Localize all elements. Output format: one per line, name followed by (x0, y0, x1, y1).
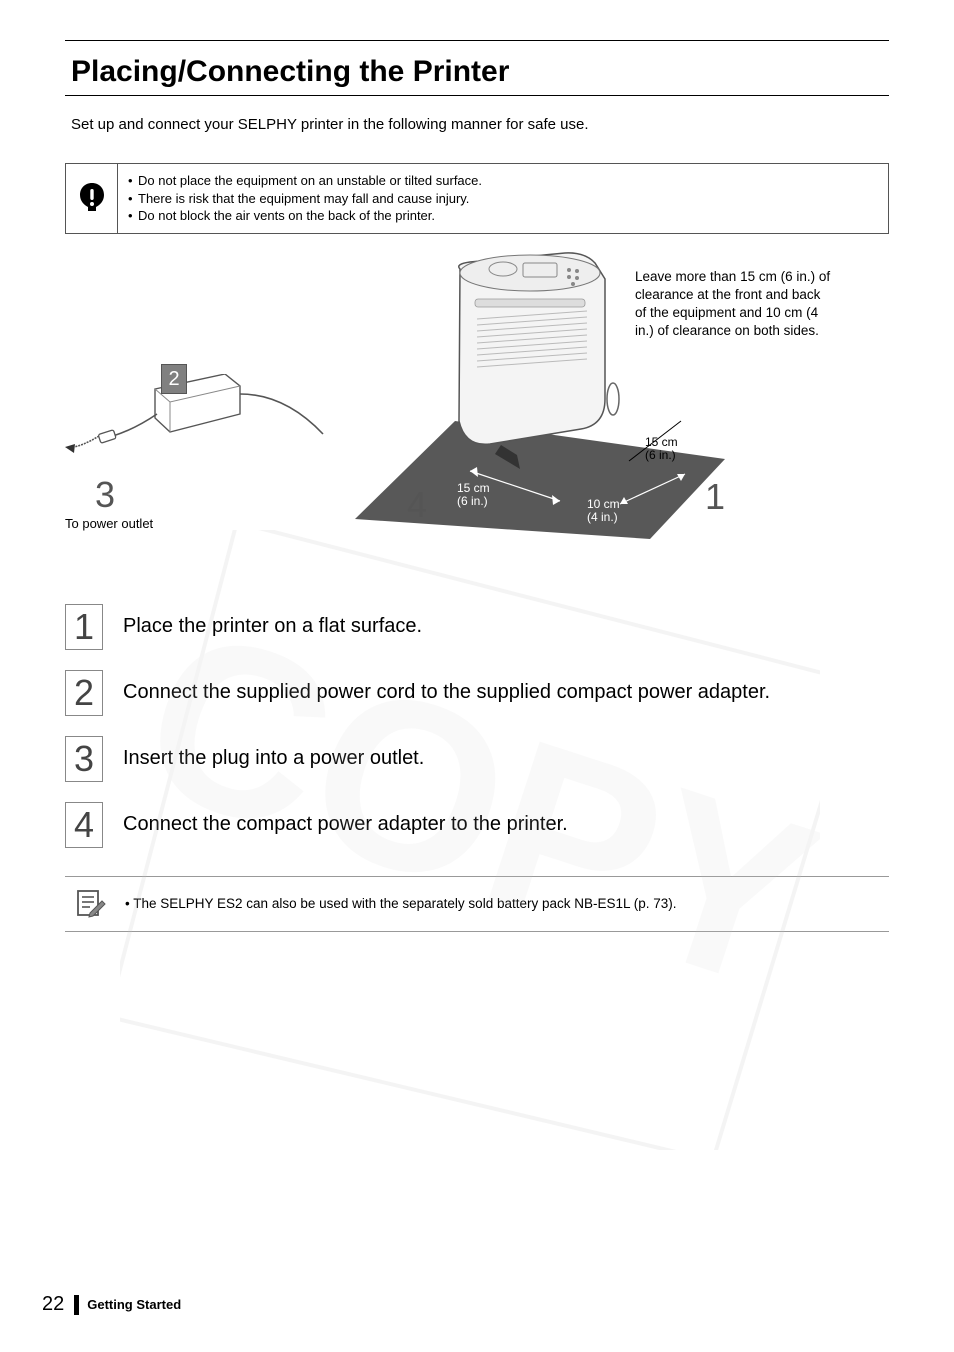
setup-diagram: 2 3 4 1 Leave more than 15 cm (6 in.) of… (65, 244, 889, 554)
page-title: Placing/Connecting the Printer (71, 55, 889, 89)
clearance-text: Leave more than 15 cm (6 in.) of clearan… (635, 268, 835, 341)
step-row: 4 Connect the compact power adapter to t… (65, 802, 889, 848)
step-desc: Place the printer on a flat surface. (123, 604, 422, 640)
intro-text: Set up and connect your SELPHY printer i… (71, 116, 889, 133)
to-outlet-label: To power outlet (65, 516, 153, 531)
note-text: • The SELPHY ES2 can also be used with t… (117, 896, 677, 911)
step-num: 4 (65, 802, 103, 848)
warning-icon (76, 181, 108, 215)
note-box: • The SELPHY ES2 can also be used with t… (65, 876, 889, 932)
note-icon (75, 888, 107, 920)
diagram-marker-1: 1 (705, 476, 725, 518)
warning-icon-cell (66, 164, 118, 233)
step-desc: Connect the supplied power cord to the s… (123, 670, 770, 706)
step-desc: Connect the compact power adapter to the… (123, 802, 568, 838)
step-row: 2 Connect the supplied power cord to the… (65, 670, 889, 716)
diagram-marker-3: 3 (95, 474, 115, 516)
warning-item: Do not block the air vents on the back o… (128, 207, 482, 225)
top-rule (65, 40, 889, 41)
step-row: 3 Insert the plug into a power outlet. (65, 736, 889, 782)
step-num: 1 (65, 604, 103, 650)
side-clearance-in: (4 in.) (587, 510, 618, 524)
front-clearance-cm: 15 cm (457, 481, 490, 495)
step-num: 3 (65, 736, 103, 782)
warning-item-sub: There is risk that the equipment may fal… (128, 190, 482, 208)
footer-bar (74, 1295, 79, 1315)
warning-list: Do not place the equipment on an unstabl… (118, 164, 492, 233)
page-number: 22 (42, 1293, 64, 1316)
footer-section: Getting Started (87, 1297, 181, 1312)
pointer-line (621, 416, 691, 466)
step-row: 1 Place the printer on a flat surface. (65, 604, 889, 650)
front-clearance-in: (6 in.) (457, 494, 488, 508)
step-desc: Insert the plug into a power outlet. (123, 736, 424, 772)
page-footer: 22 Getting Started (42, 1293, 181, 1316)
step-list: 1 Place the printer on a flat surface. 2… (65, 604, 889, 848)
note-icon-cell (65, 888, 117, 920)
step-num: 2 (65, 670, 103, 716)
warning-box: Do not place the equipment on an unstabl… (65, 163, 889, 234)
side-clearance-cm: 10 cm (587, 497, 620, 511)
diagram-marker-4: 4 (407, 484, 427, 526)
diagram-marker-2: 2 (161, 364, 187, 394)
title-underline (65, 95, 889, 96)
warning-item: Do not place the equipment on an unstabl… (128, 172, 482, 190)
